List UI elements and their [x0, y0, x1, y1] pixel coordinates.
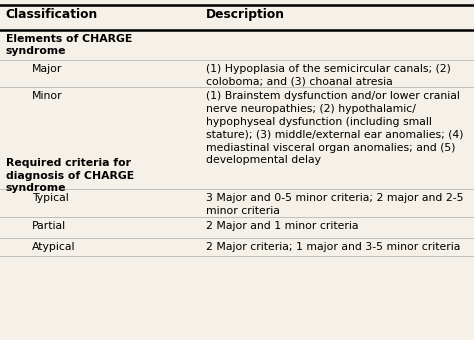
Text: 2 Major criteria; 1 major and 3-5 minor criteria: 2 Major criteria; 1 major and 3-5 minor …: [206, 242, 461, 252]
Text: Description: Description: [206, 8, 285, 21]
Text: Minor: Minor: [32, 91, 63, 101]
Text: Atypical: Atypical: [32, 242, 76, 252]
Text: Classification: Classification: [6, 8, 98, 21]
Text: Elements of CHARGE
syndrome: Elements of CHARGE syndrome: [6, 34, 132, 56]
Text: 2 Major and 1 minor criteria: 2 Major and 1 minor criteria: [206, 221, 359, 231]
Text: Major: Major: [32, 64, 63, 73]
Text: 3 Major and 0-5 minor criteria; 2 major and 2-5
minor criteria: 3 Major and 0-5 minor criteria; 2 major …: [206, 193, 464, 216]
Text: Typical: Typical: [32, 193, 69, 203]
Text: (1) Brainstem dysfunction and/or lower cranial
nerve neuropathies; (2) hypothala: (1) Brainstem dysfunction and/or lower c…: [206, 91, 464, 166]
Text: Partial: Partial: [32, 221, 66, 231]
Text: Required criteria for
diagnosis of CHARGE
syndrome: Required criteria for diagnosis of CHARG…: [6, 158, 134, 193]
Text: (1) Hypoplasia of the semicircular canals; (2)
coloboma; and (3) choanal atresia: (1) Hypoplasia of the semicircular canal…: [206, 64, 451, 86]
